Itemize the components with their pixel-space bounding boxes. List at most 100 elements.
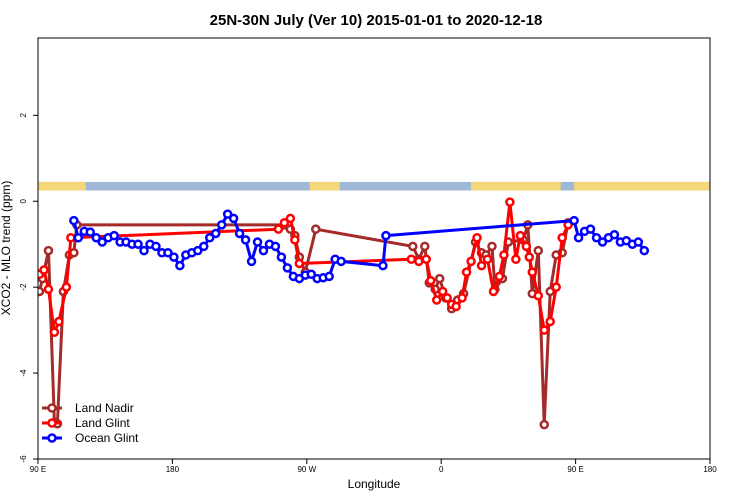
- x-tick-label-1: 180: [166, 465, 180, 474]
- y-tick-label-0: -6: [19, 455, 28, 463]
- data-point-land-nadir-36: [539, 419, 549, 430]
- land-segment-2: [309, 181, 340, 191]
- x-axis-label: Longitude: [348, 477, 401, 491]
- data-point-land-glint-14: [421, 254, 432, 264]
- data-point-land-glint-6: [66, 233, 76, 243]
- data-point-land-nadir-35: [533, 245, 544, 256]
- data-point-land-glint-39: [551, 282, 561, 292]
- data-point-land-glint-15: [425, 275, 436, 286]
- land-sea-band: [38, 181, 710, 191]
- data-point-land-glint-12: [406, 254, 417, 264]
- data-point-ocean-glint-22: [199, 241, 209, 252]
- data-point-ocean-glint-52: [591, 233, 602, 243]
- data-point-land-glint-11: [294, 258, 305, 269]
- data-point-ocean-glint-26: [222, 209, 233, 219]
- data-point-land-glint-37: [539, 325, 549, 335]
- legend-marker-ocean-glint: [47, 433, 57, 443]
- x-axis: 90 E 180 90 W 0 90 E 180: [30, 459, 717, 474]
- data-point-land-nadir-28: [487, 241, 497, 252]
- data-point-ocean-glint-24: [210, 228, 221, 239]
- x-tick-label-3: 0: [439, 465, 444, 474]
- y-tick-label-3: 0: [19, 198, 28, 203]
- data-point-ocean-glint-46: [378, 260, 388, 271]
- data-point-ocean-glint-51: [585, 224, 596, 234]
- data-point-ocean-glint-1: [73, 233, 84, 243]
- data-point-land-nadir-14: [311, 224, 321, 234]
- data-point-land-glint-8: [279, 217, 290, 228]
- data-point-land-glint-4: [54, 316, 64, 327]
- data-point-ocean-glint-31: [252, 237, 263, 247]
- data-point-ocean-glint-30: [246, 256, 257, 267]
- data-point-ocean-glint-49: [573, 233, 584, 243]
- data-point-land-nadir-17: [420, 241, 430, 252]
- data-point-land-nadir-2: [43, 245, 54, 256]
- data-point-ocean-glint-14: [151, 241, 161, 252]
- x-tick-label-5: 180: [703, 465, 717, 474]
- data-point-ocean-glint-28: [234, 228, 245, 239]
- series-layer: [38, 197, 650, 430]
- legend-label-ocean-glint: Ocean Glint: [75, 431, 139, 445]
- data-point-land-nadir-37: [545, 286, 555, 297]
- plot-frame: [37, 37, 711, 460]
- legend-label-land-glint: Land Glint: [75, 416, 130, 430]
- land-segment-1: [38, 181, 86, 191]
- x-tick-label-0: 90 E: [30, 465, 46, 474]
- data-point-ocean-glint-55: [609, 230, 620, 240]
- data-point-ocean-glint-17: [169, 252, 179, 262]
- legend-label-land-nadir: Land Nadir: [75, 401, 134, 415]
- data-point-land-glint-33: [521, 241, 532, 252]
- data-point-land-glint-13: [414, 256, 424, 267]
- data-point-land-nadir-15: [408, 241, 418, 252]
- data-point-ocean-glint-4: [91, 233, 101, 243]
- data-point-ocean-glint-43: [324, 271, 334, 282]
- data-point-land-glint-28: [494, 271, 505, 282]
- land-segment-4: [574, 181, 710, 191]
- data-point-ocean-glint-29: [240, 235, 251, 245]
- data-point-land-glint-25: [476, 260, 487, 271]
- data-point-land-glint-32: [515, 230, 526, 241]
- data-point-land-glint-7: [273, 224, 284, 234]
- data-point-land-glint-20: [451, 301, 461, 312]
- data-point-ocean-glint-11: [133, 239, 143, 249]
- data-point-ocean-glint-25: [216, 220, 227, 230]
- data-point-ocean-glint-27: [228, 213, 239, 224]
- data-point-ocean-glint-32: [258, 245, 269, 256]
- data-point-land-glint-40: [557, 233, 567, 243]
- data-point-land-glint-27: [488, 286, 499, 297]
- chart-title: 25N-30N July (Ver 10) 2015-01-01 to 2020…: [210, 12, 543, 29]
- data-point-ocean-glint-60: [639, 245, 650, 256]
- data-point-land-glint-22: [461, 267, 472, 277]
- data-point-land-nadir-7: [69, 248, 79, 258]
- data-point-ocean-glint-35: [276, 252, 287, 262]
- legend-marker-land-glint: [47, 418, 57, 428]
- data-point-ocean-glint-12: [139, 245, 149, 256]
- data-point-ocean-glint-16: [163, 248, 173, 258]
- series-land-nadir: [38, 217, 573, 430]
- data-point-land-glint-36: [533, 291, 544, 301]
- data-point-land-glint-34: [524, 252, 535, 262]
- data-point-land-nadir-20: [434, 273, 445, 284]
- y-tick-label-4: 2: [19, 113, 28, 118]
- data-point-ocean-glint-53: [597, 237, 608, 247]
- data-point-land-glint-38: [545, 316, 555, 327]
- data-point-land-glint-23: [466, 256, 476, 267]
- data-point-ocean-glint-48: [569, 215, 579, 226]
- data-point-ocean-glint-7: [109, 230, 119, 241]
- data-point-land-glint-35: [527, 267, 538, 277]
- x-tick-label-4: 90 E: [567, 465, 583, 474]
- x-tick-label-2: 90 W: [297, 465, 316, 474]
- data-point-land-glint-2: [43, 284, 54, 295]
- data-point-land-glint-26: [482, 254, 493, 264]
- data-point-ocean-glint-0: [69, 215, 79, 226]
- data-point-land-glint-31: [511, 254, 521, 264]
- data-point-land-glint-1: [39, 265, 49, 275]
- y-axis: -6 -4 -2 0 2: [19, 113, 38, 463]
- data-point-ocean-glint-59: [633, 237, 644, 247]
- data-point-land-glint-24: [472, 233, 482, 243]
- data-point-ocean-glint-34: [270, 241, 281, 252]
- data-point-land-glint-5: [61, 282, 72, 292]
- legend-marker-land-nadir: [47, 403, 57, 413]
- data-point-ocean-glint-47: [381, 230, 391, 241]
